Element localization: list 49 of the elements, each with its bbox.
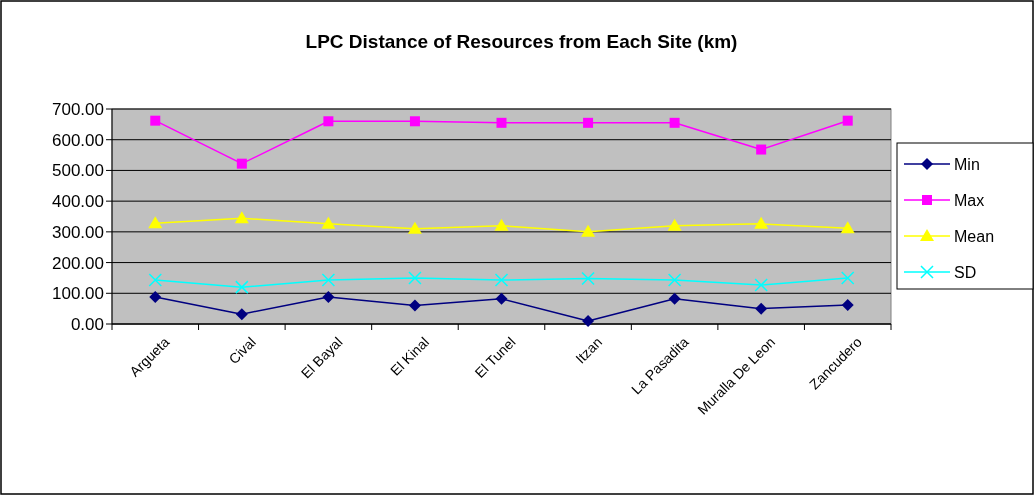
point — [667, 273, 682, 287]
point — [323, 116, 334, 127]
point — [407, 221, 422, 234]
point — [148, 273, 163, 287]
point — [322, 290, 335, 303]
point — [408, 271, 422, 285]
point — [408, 299, 421, 312]
point — [409, 116, 420, 127]
point — [235, 308, 248, 321]
point — [234, 211, 249, 224]
point — [150, 115, 161, 126]
point — [581, 224, 596, 237]
point — [842, 115, 853, 126]
y-tick-label: 200.00 — [52, 253, 104, 273]
legend-label: Min — [954, 155, 980, 173]
point — [667, 218, 682, 231]
y-tick-label: 600.00 — [52, 130, 104, 150]
y-tick-label: 0.00 — [70, 314, 104, 334]
point — [754, 216, 769, 229]
point — [756, 144, 767, 155]
point — [583, 117, 594, 128]
point — [841, 298, 854, 311]
y-tick-label: 300.00 — [52, 222, 104, 242]
y-tick-label: 400.00 — [52, 192, 104, 212]
y-tick-label: 700.00 — [52, 99, 104, 119]
point — [235, 280, 249, 294]
point — [236, 158, 247, 169]
y-tick-label: 500.00 — [52, 161, 104, 181]
point — [840, 271, 855, 285]
point — [494, 273, 509, 287]
point — [582, 314, 595, 327]
point — [149, 290, 162, 303]
point — [495, 292, 508, 305]
point — [755, 302, 768, 315]
legend-label: Max — [954, 191, 985, 209]
point — [148, 216, 163, 229]
point — [668, 292, 681, 305]
point — [581, 271, 595, 286]
legend-label: Mean — [954, 227, 995, 245]
point — [754, 278, 768, 292]
point — [321, 216, 336, 229]
legend-label: SD — [954, 263, 977, 281]
point — [321, 273, 336, 287]
point — [494, 218, 509, 231]
point — [496, 117, 507, 128]
point — [840, 221, 855, 234]
chart-title: LPC Distance of Resources from Each Site (km) — [305, 31, 738, 52]
point — [669, 117, 680, 128]
y-tick-label: 100.00 — [52, 284, 104, 304]
